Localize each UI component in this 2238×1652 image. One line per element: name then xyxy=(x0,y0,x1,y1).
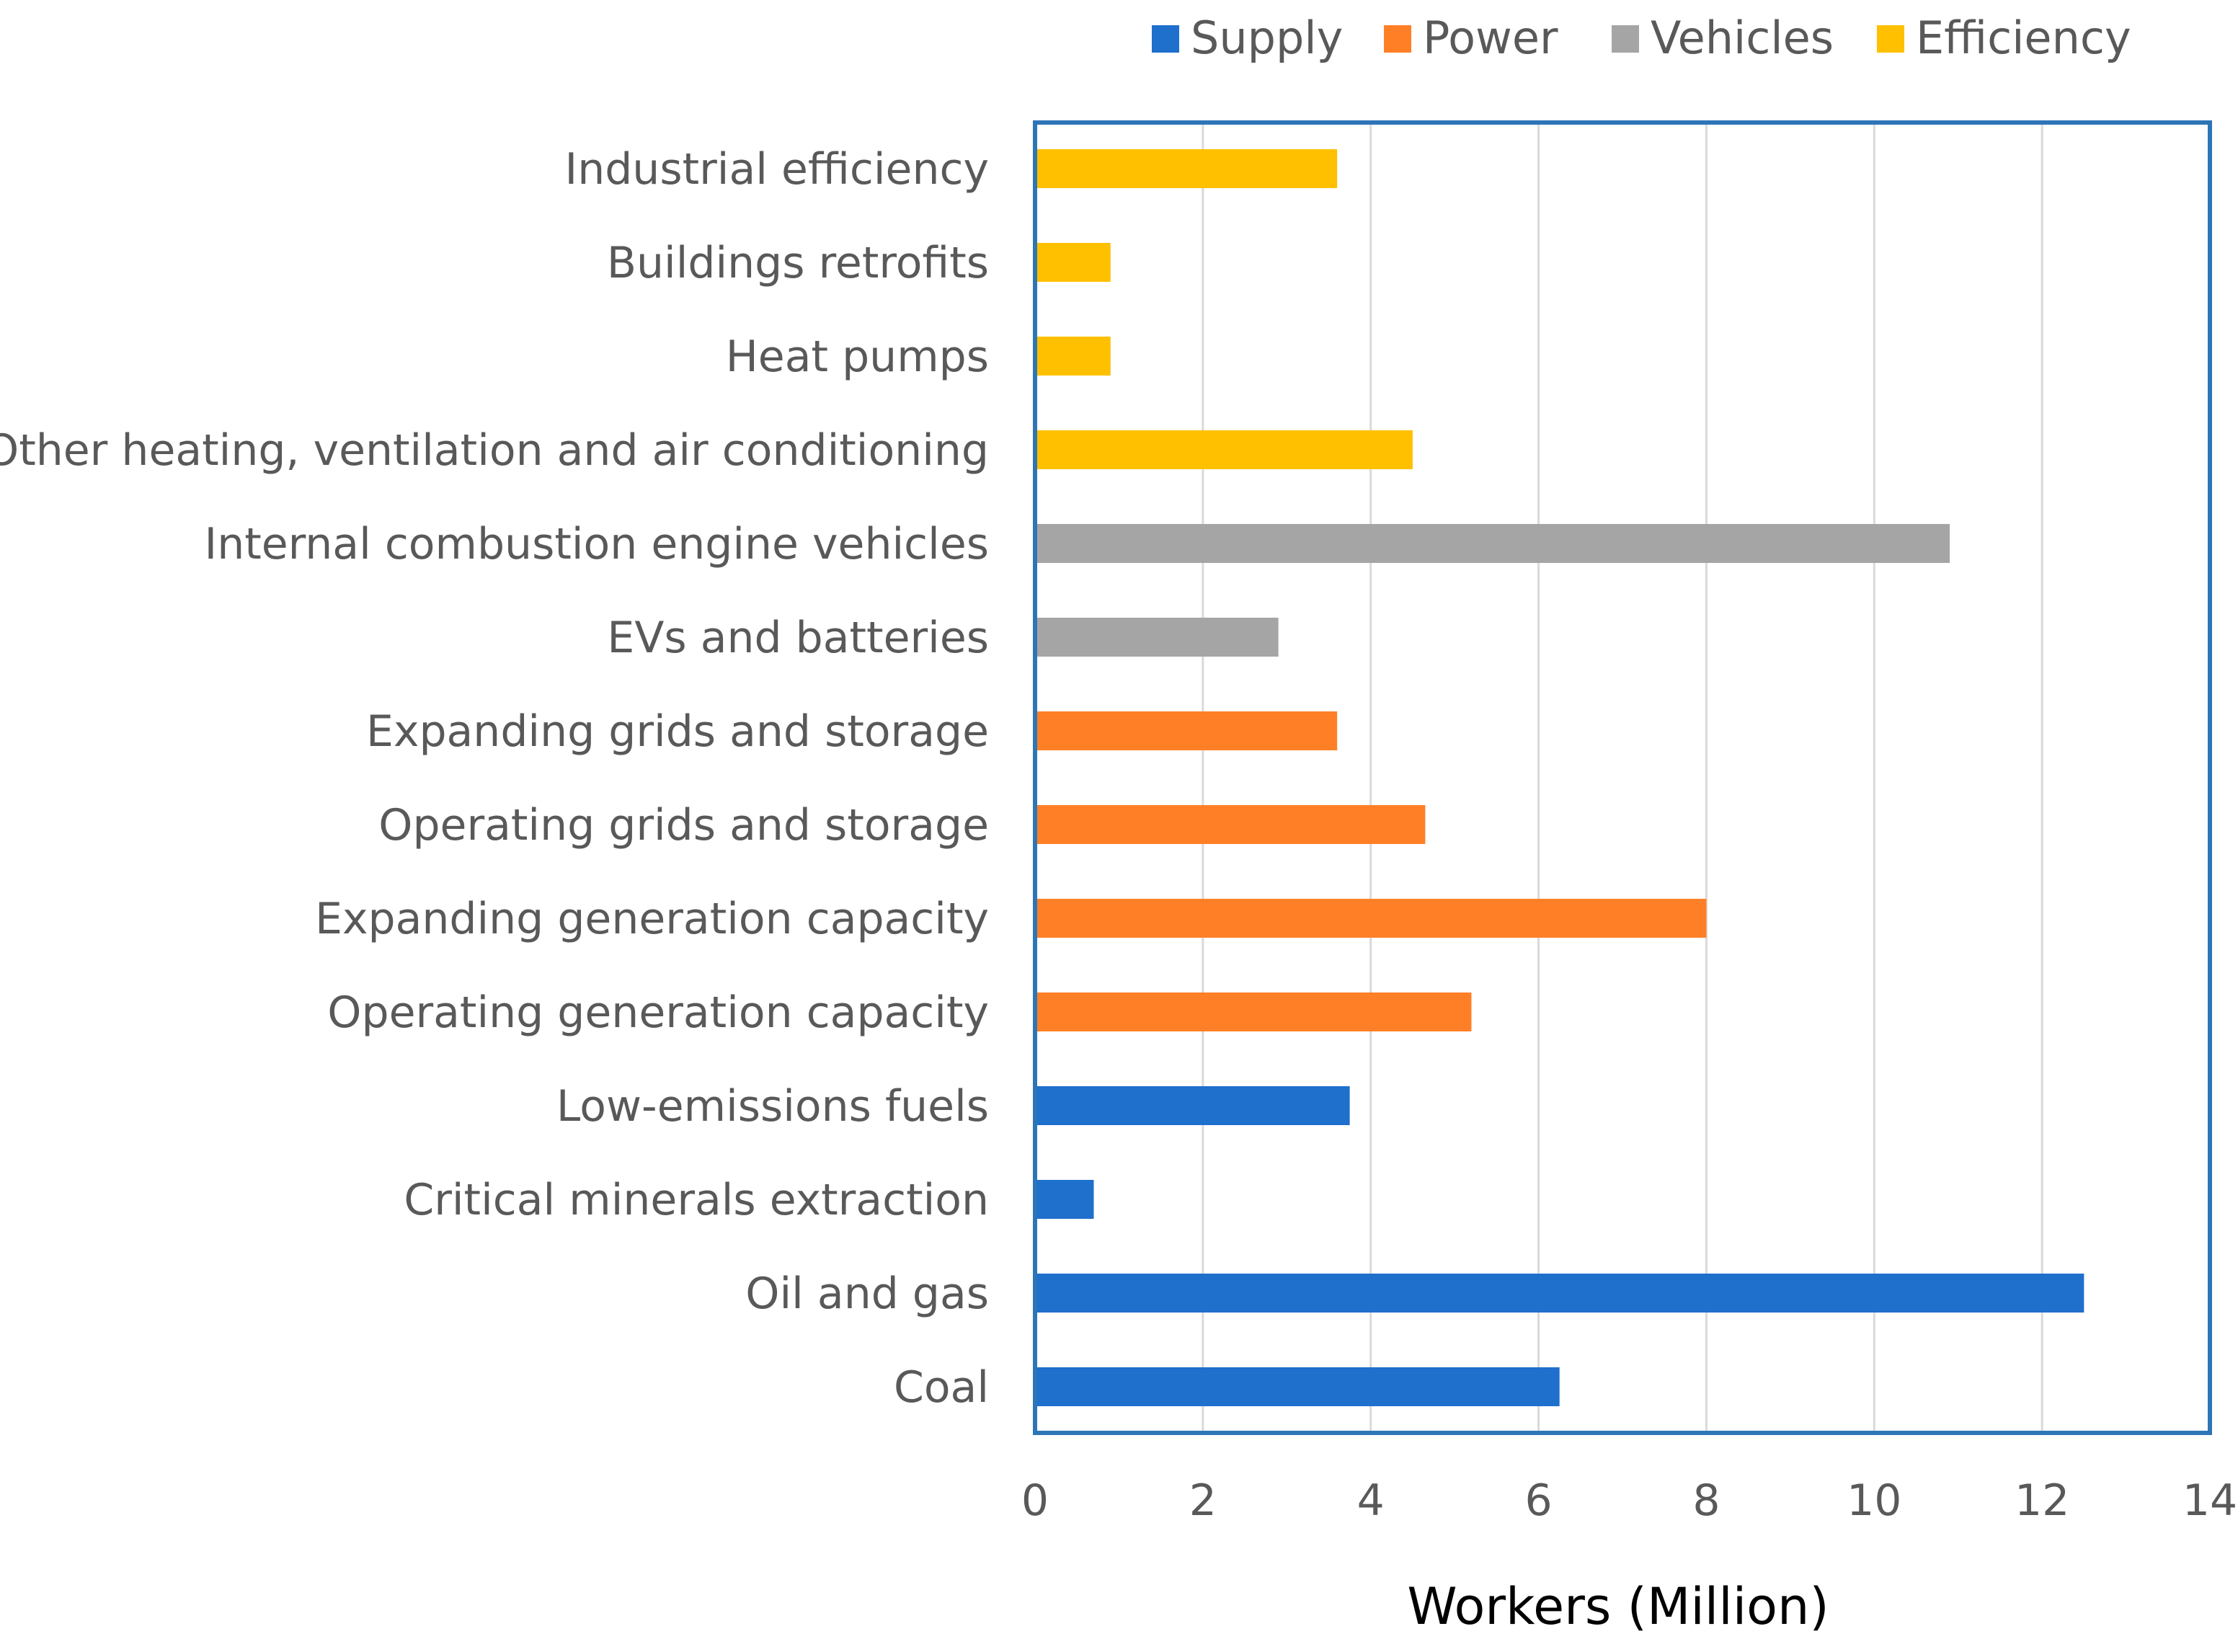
category-label: Low-emissions fuels xyxy=(556,1081,989,1132)
tick-label-4: 4 xyxy=(1357,1475,1385,1526)
chart-legend: Supply Power Vehicles Efficiency xyxy=(1152,12,2131,64)
category-label: Operating generation capacity xyxy=(327,987,989,1038)
bar-evs-and-batteries xyxy=(1037,618,1279,657)
tick-label-6: 6 xyxy=(1524,1475,1552,1526)
value-axis-tick-labels: 0 2 4 6 8 10 12 14 xyxy=(1021,1475,2237,1526)
bar-industrial-efficiency xyxy=(1037,149,1338,188)
bar-operating-grids-and-storage xyxy=(1037,805,1426,844)
x-axis-title: Workers (Million) xyxy=(1407,1577,1829,1636)
tick-label-14: 14 xyxy=(2183,1475,2237,1526)
tick-label-10: 10 xyxy=(1847,1475,1901,1526)
category-label: EVs and batteries xyxy=(607,613,989,663)
category-axis-labels: Industrial efficiency Buildings retrofits… xyxy=(0,144,989,1413)
chart-gridlines xyxy=(1202,123,2043,1433)
legend-label-efficiency: Efficiency xyxy=(1916,12,2131,64)
bar-other-heating-ventilation-and-air-conditioning xyxy=(1037,430,1413,469)
plot-area-border xyxy=(1033,120,2212,1435)
category-label: Expanding generation capacity xyxy=(315,894,989,944)
bar-coal xyxy=(1037,1367,1560,1406)
legend-label-vehicles: Vehicles xyxy=(1651,12,1834,64)
tick-label-0: 0 xyxy=(1021,1475,1049,1526)
legend-label-supply: Supply xyxy=(1191,12,1343,64)
bar-internal-combustion-engine-vehicles xyxy=(1037,524,1950,563)
bar-oil-and-gas xyxy=(1037,1274,2084,1313)
category-label: Oil and gas xyxy=(745,1269,989,1319)
bar-critical-minerals-extraction xyxy=(1037,1180,1094,1219)
legend-label-power: Power xyxy=(1423,12,1558,64)
bar-buildings-retrofits xyxy=(1037,243,1111,282)
bar-low-emissions-fuels xyxy=(1037,1086,1350,1125)
bar-operating-generation-capacity xyxy=(1037,992,1472,1031)
category-label: Buildings retrofits xyxy=(607,238,989,288)
tick-label-12: 12 xyxy=(2015,1475,2069,1526)
category-label: Operating grids and storage xyxy=(378,800,989,851)
chart-bars xyxy=(1037,149,2084,1406)
category-label: Other heating, ventilation and air condi… xyxy=(0,425,989,476)
legend-swatch-power xyxy=(1384,25,1411,53)
bar-expanding-grids-and-storage xyxy=(1037,711,1338,750)
tick-label-2: 2 xyxy=(1189,1475,1217,1526)
category-label: Critical minerals extraction xyxy=(404,1175,989,1225)
legend-swatch-supply xyxy=(1152,25,1179,53)
bar-expanding-generation-capacity xyxy=(1037,899,1707,938)
category-label: Internal combustion engine vehicles xyxy=(205,519,990,569)
category-label: Heat pumps xyxy=(726,332,989,382)
category-label: Industrial efficiency xyxy=(565,144,990,195)
category-label: Expanding grids and storage xyxy=(366,706,989,757)
legend-swatch-efficiency xyxy=(1877,25,1904,53)
category-label: Coal xyxy=(894,1362,989,1413)
tick-label-8: 8 xyxy=(1692,1475,1720,1526)
legend-swatch-vehicles xyxy=(1612,25,1639,53)
bar-heat-pumps xyxy=(1037,337,1111,376)
